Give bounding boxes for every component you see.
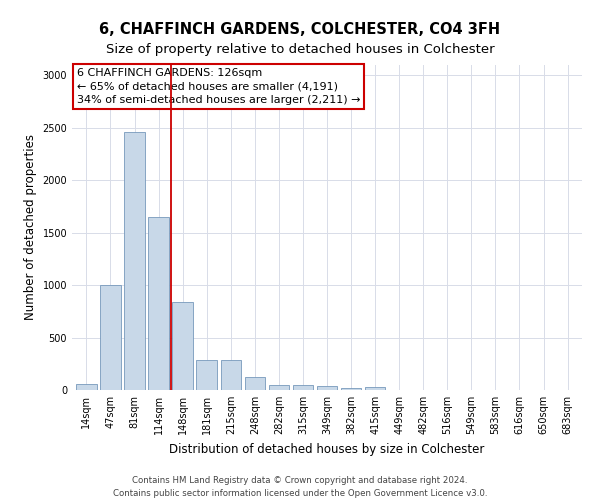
Bar	[221, 360, 241, 390]
Bar	[100, 285, 121, 390]
Text: Contains HM Land Registry data © Crown copyright and database right 2024.
Contai: Contains HM Land Registry data © Crown c…	[113, 476, 487, 498]
X-axis label: Distribution of detached houses by size in Colchester: Distribution of detached houses by size …	[169, 442, 485, 456]
Bar	[293, 385, 313, 390]
Bar	[365, 387, 385, 390]
Bar	[317, 386, 337, 390]
Text: 6, CHAFFINCH GARDENS, COLCHESTER, CO4 3FH: 6, CHAFFINCH GARDENS, COLCHESTER, CO4 3F…	[100, 22, 500, 38]
Bar	[341, 388, 361, 390]
Bar	[245, 378, 265, 390]
Bar	[148, 217, 169, 390]
Bar	[76, 384, 97, 390]
Y-axis label: Number of detached properties: Number of detached properties	[24, 134, 37, 320]
Bar	[269, 385, 289, 390]
Text: 6 CHAFFINCH GARDENS: 126sqm
← 65% of detached houses are smaller (4,191)
34% of : 6 CHAFFINCH GARDENS: 126sqm ← 65% of det…	[77, 68, 361, 104]
Text: Size of property relative to detached houses in Colchester: Size of property relative to detached ho…	[106, 42, 494, 56]
Bar	[124, 132, 145, 390]
Bar	[172, 302, 193, 390]
Bar	[196, 360, 217, 390]
